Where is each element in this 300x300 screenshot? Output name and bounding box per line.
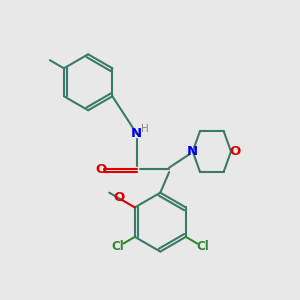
Text: H: H <box>141 124 149 134</box>
Text: Cl: Cl <box>196 240 209 253</box>
Text: Cl: Cl <box>112 240 124 253</box>
Text: N: N <box>187 145 198 158</box>
Text: O: O <box>96 163 107 176</box>
Text: O: O <box>229 145 240 158</box>
Text: O: O <box>114 191 125 204</box>
Text: N: N <box>130 127 142 140</box>
